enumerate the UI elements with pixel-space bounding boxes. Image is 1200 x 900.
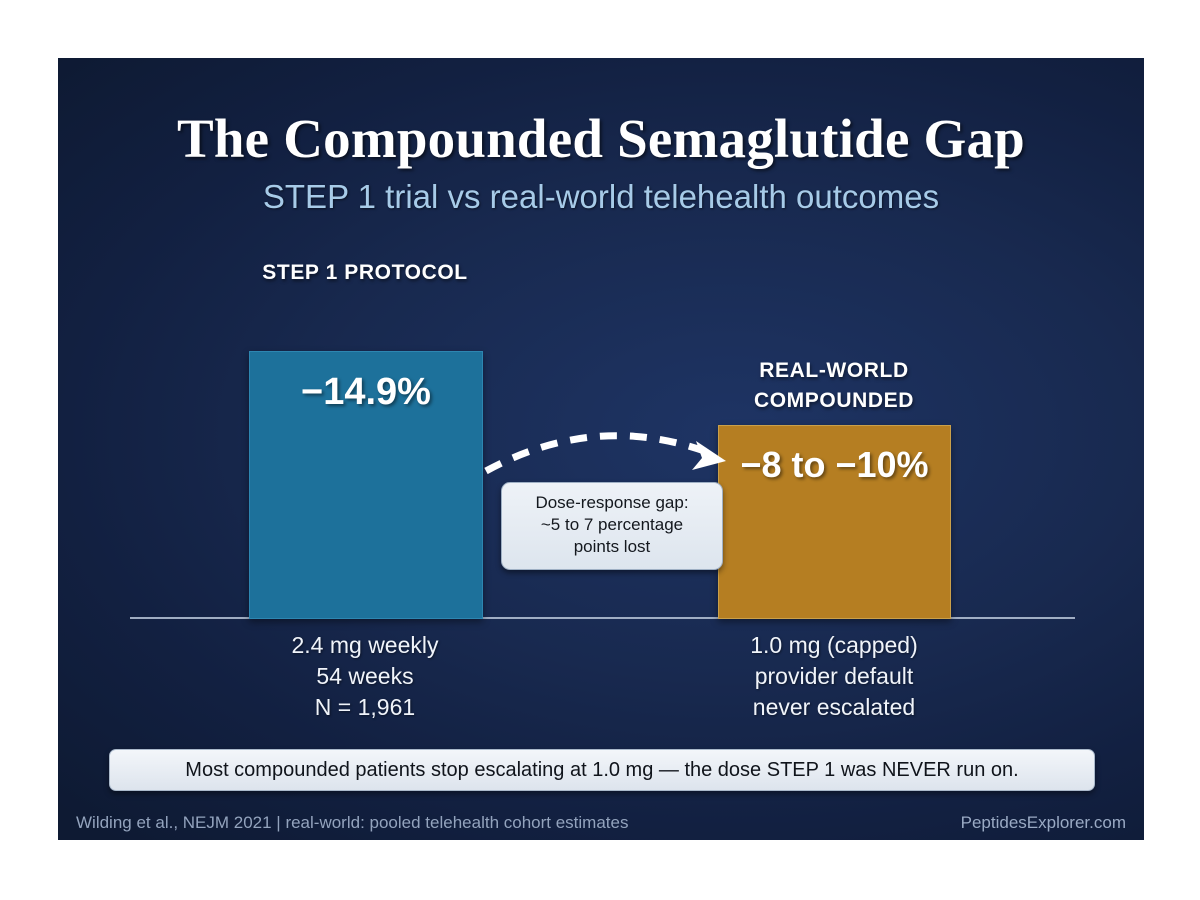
- bar-note-compounded-line3: never escalated: [752, 694, 916, 720]
- infographic-slide: The Compounded Semaglutide Gap STEP 1 tr…: [58, 58, 1144, 840]
- gap-callout-line2: ~5 to 7 percentage: [540, 515, 684, 534]
- gap-callout-line3: points lost: [573, 537, 651, 556]
- bar-note-step1: 2.4 mg weekly 54 weeks N = 1,961: [229, 630, 501, 723]
- bar-note-step1-line2: 54 weeks: [316, 663, 414, 689]
- gap-callout-line1: Dose-response gap:: [535, 493, 689, 512]
- bar-value-compounded: −8 to −10%: [740, 444, 929, 485]
- bar-label-step1-line1: STEP 1 PROTOCOL: [262, 261, 468, 284]
- dose-response-gap-arrow-icon: [484, 432, 726, 475]
- footer-source-citation: Wilding et al., NEJM 2021 | real-world: …: [76, 813, 629, 832]
- bar-label-compounded-line2: COMPOUNDED: [753, 389, 914, 412]
- bar-label-step1: STEP 1 PROTOCOL: [229, 258, 501, 288]
- bar-note-compounded-line1: 1.0 mg (capped): [750, 632, 918, 658]
- bar-label-compounded-line1: REAL-WORLD: [759, 359, 909, 382]
- gap-callout-box: Dose-response gap: ~5 to 7 percentage po…: [501, 482, 723, 570]
- key-takeaway-banner: Most compounded patients stop escalating…: [109, 749, 1095, 791]
- footer-brand: PeptidesExplorer.com: [960, 813, 1126, 832]
- bar-compounded: −8 to −10%: [718, 425, 951, 619]
- bar-value-step1: −14.9%: [301, 371, 431, 413]
- bar-chart: STEP 1 PROTOCOL −14.9% 2.4 mg weekly 54 …: [58, 58, 1144, 840]
- bar-label-compounded: REAL-WORLD COMPOUNDED: [698, 356, 970, 416]
- bar-note-compounded-line2: provider default: [754, 663, 914, 689]
- chart-baseline-axis: [130, 617, 1075, 619]
- bar-note-compounded: 1.0 mg (capped) provider default never e…: [698, 630, 970, 723]
- key-takeaway-text: Most compounded patients stop escalating…: [185, 758, 1019, 781]
- bar-note-step1-line1: 2.4 mg weekly: [291, 632, 439, 658]
- page-title: The Compounded Semaglutide Gap: [177, 108, 1025, 169]
- bar-note-step1-line3: N = 1,961: [314, 694, 416, 720]
- page-subtitle: STEP 1 trial vs real-world telehealth ou…: [262, 178, 940, 215]
- bar-step1: −14.9%: [249, 351, 483, 619]
- footer: Wilding et al., NEJM 2021 | real-world: …: [58, 806, 1144, 840]
